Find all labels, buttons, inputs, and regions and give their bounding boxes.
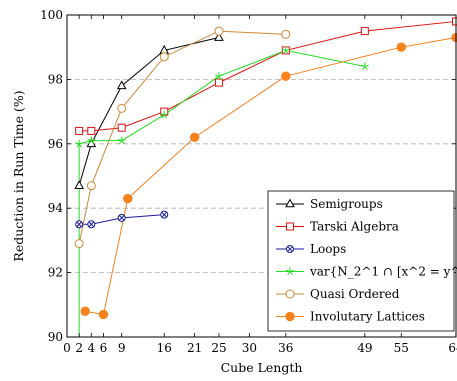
x-tick-label: 6 xyxy=(100,341,108,355)
x-axis-label: Cube Length xyxy=(221,360,303,375)
data-point xyxy=(285,289,295,299)
legend-box xyxy=(267,190,455,332)
legend-item: Tarski Algebra xyxy=(276,220,399,234)
y-tick-label: 90 xyxy=(48,330,63,344)
data-point xyxy=(117,123,126,132)
data-point xyxy=(396,42,406,52)
data-point xyxy=(281,46,290,54)
x-tick-label: 4 xyxy=(87,341,95,355)
plot-frame xyxy=(66,14,457,338)
legend-item: var{N_2^1 ∩ [x^2 = y^2]} xyxy=(276,265,457,279)
data-point xyxy=(360,27,369,36)
data-point xyxy=(117,136,126,145)
data-point xyxy=(360,62,369,71)
y-tick-label: 94 xyxy=(48,201,64,215)
axis-ticks xyxy=(66,14,457,338)
y-tick-label: 100 xyxy=(40,8,63,22)
x-tick-label: 30 xyxy=(242,341,257,355)
data-point xyxy=(286,267,294,276)
y-tick-label: 92 xyxy=(48,266,63,280)
x-tick-label: 64 xyxy=(448,341,457,355)
data-point xyxy=(87,220,96,229)
data-point xyxy=(75,220,84,229)
data-point xyxy=(160,110,169,119)
series-line-2 xyxy=(79,214,165,225)
data-point xyxy=(214,78,223,87)
x-tick-label: 9 xyxy=(118,341,126,355)
y-tick-label: 96 xyxy=(48,137,63,151)
data-point xyxy=(189,132,200,143)
data-point xyxy=(74,180,85,189)
series-markers xyxy=(74,17,457,320)
data-point xyxy=(214,26,224,36)
data-point xyxy=(281,29,291,39)
legend: Semigroups Tarski Algebra Loops var{N_2^1 ∩… xyxy=(267,190,457,332)
data-point xyxy=(80,306,90,316)
legend-label: Quasi Ordered xyxy=(310,287,400,301)
x-tick-label: 25 xyxy=(211,341,226,355)
data-point xyxy=(87,136,96,145)
series-line-1 xyxy=(79,20,457,132)
data-point xyxy=(75,126,84,135)
data-point xyxy=(87,126,96,135)
data-point xyxy=(75,139,84,148)
legend-item: Loops xyxy=(276,242,346,256)
data-point xyxy=(159,52,169,62)
data-point xyxy=(214,72,223,80)
data-point xyxy=(117,103,127,113)
legend-label: Tarski Algebra xyxy=(310,220,399,234)
legend-item: Involutary Lattices xyxy=(276,310,425,324)
data-point xyxy=(74,239,84,249)
data-point xyxy=(116,80,127,90)
data-point xyxy=(285,198,295,208)
data-point xyxy=(286,222,294,231)
y-axis-label: Reduction in Run Time (%) xyxy=(11,90,26,261)
data-point xyxy=(285,311,295,322)
x-tick-label: 36 xyxy=(278,341,293,355)
series-line-4 xyxy=(78,30,286,244)
x-tick-label: 0 xyxy=(63,341,71,355)
legend-item: Semigroups xyxy=(276,197,383,211)
data-point xyxy=(281,71,291,81)
data-point xyxy=(160,210,169,219)
legend-label: Semigroups xyxy=(310,197,383,211)
legend-label: Involutary Lattices xyxy=(310,310,425,324)
legend-item: Quasi Ordered xyxy=(276,287,400,301)
legend-label: Loops xyxy=(310,242,346,256)
y-tick-label: 98 xyxy=(48,72,63,86)
x-tick-label: 16 xyxy=(157,341,172,355)
x-tick-label: 55 xyxy=(394,341,409,355)
data-point xyxy=(286,245,294,253)
data-point xyxy=(123,193,133,204)
x-tick-label: 21 xyxy=(187,341,202,355)
data-point xyxy=(98,309,109,320)
data-point xyxy=(86,181,96,191)
legend-label: var{N_2^1 ∩ [x^2 = y^2]} xyxy=(309,265,457,279)
data-point xyxy=(214,31,224,41)
x-tick-label: 49 xyxy=(357,341,372,355)
data-point xyxy=(117,213,126,222)
x-tick-label: 2 xyxy=(75,341,83,355)
